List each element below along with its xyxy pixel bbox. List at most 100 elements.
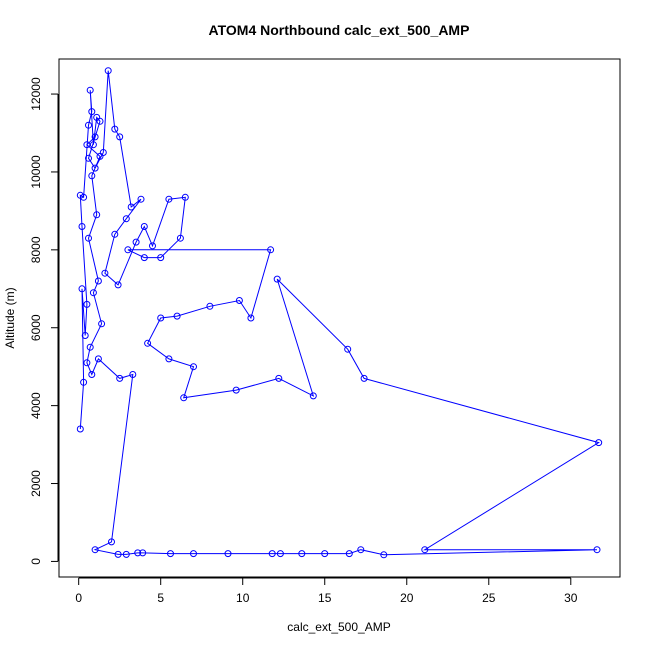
data-point	[139, 549, 147, 557]
data-point	[111, 125, 119, 133]
y-tick-label: 10000	[29, 155, 43, 189]
data-point	[206, 302, 214, 310]
data-point	[345, 550, 353, 558]
data-point	[144, 339, 152, 347]
data-point	[190, 363, 197, 371]
y-tick-label: 12000	[29, 77, 43, 111]
data-point	[134, 549, 142, 557]
data-point	[224, 550, 232, 558]
data-point	[76, 425, 84, 433]
data-point	[275, 374, 283, 382]
data-point	[104, 67, 112, 75]
data-point	[122, 550, 130, 558]
data-point	[137, 195, 145, 203]
x-tick-label: 10	[236, 591, 250, 605]
data-point	[190, 550, 197, 558]
data-point	[85, 234, 92, 242]
x-tick-label: 15	[318, 591, 332, 605]
x-tick-label: 25	[482, 591, 496, 605]
x-axis: 0 5 10 15 20 25 30	[75, 577, 578, 605]
data-point	[165, 195, 173, 203]
data-point	[86, 86, 94, 94]
x-tick-label: 5	[157, 591, 164, 605]
data-point	[101, 269, 109, 277]
data-point	[78, 285, 86, 293]
data-point	[344, 345, 352, 353]
data-point	[140, 254, 148, 262]
data-point	[127, 203, 135, 211]
data-point	[593, 546, 601, 554]
data-point	[116, 374, 124, 382]
data-point	[149, 242, 156, 250]
data-point	[78, 223, 86, 230]
data-point	[232, 386, 240, 394]
data-point	[81, 332, 89, 339]
data-point	[108, 538, 115, 546]
data-point	[124, 246, 132, 254]
plot-frame	[58, 58, 621, 578]
data-point	[83, 141, 91, 149]
y-tick-label: 4000	[29, 392, 43, 419]
series-line	[79, 70, 600, 556]
x-axis-label: calc_ext_500_AMP	[287, 620, 390, 634]
data-point	[122, 215, 130, 223]
data-point	[111, 230, 119, 238]
y-axis: 0 2000 4000 6000 8000 10000 12000	[29, 77, 59, 565]
y-tick-label: 0	[29, 558, 43, 565]
data-point	[96, 117, 104, 125]
data-point	[180, 394, 188, 402]
x-tick-label: 20	[400, 591, 414, 605]
data-point	[235, 297, 243, 304]
data-point	[360, 374, 368, 382]
y-tick-label: 6000	[29, 314, 43, 341]
data-point	[86, 343, 94, 351]
data-point	[173, 312, 181, 320]
data-point	[140, 223, 148, 230]
y-tick-label: 8000	[29, 236, 43, 263]
data-point	[157, 314, 165, 322]
data-point	[91, 546, 99, 554]
data-point	[96, 152, 104, 160]
y-tick-label: 2000	[29, 470, 43, 497]
data-point	[129, 371, 137, 378]
data-point	[181, 193, 189, 201]
data-point	[91, 164, 99, 172]
data-point	[98, 320, 106, 328]
data-point	[83, 300, 91, 308]
data-point	[421, 546, 429, 554]
data-point	[116, 133, 124, 141]
data-point	[91, 133, 99, 141]
data-point	[88, 172, 96, 180]
data-point	[247, 314, 255, 322]
data-point	[268, 550, 276, 558]
data-point	[321, 550, 329, 558]
x-tick-label: 30	[564, 591, 578, 605]
data-point	[85, 154, 92, 162]
data-point	[167, 550, 174, 558]
data-point	[165, 355, 173, 363]
data-point	[267, 246, 275, 254]
data-point	[94, 277, 102, 285]
data-point	[273, 275, 281, 283]
data-point	[93, 211, 101, 219]
data-point	[309, 392, 317, 400]
data-point	[132, 238, 140, 246]
data-series	[76, 67, 603, 559]
data-point	[88, 108, 96, 116]
chart-title: ATOM4 Northbound calc_ext_500_AMP	[209, 22, 470, 38]
data-point	[380, 551, 388, 559]
data-point	[94, 355, 102, 363]
data-point	[88, 371, 96, 378]
data-point	[176, 234, 184, 242]
data-point	[85, 121, 92, 129]
data-point	[595, 439, 603, 447]
data-point	[276, 550, 284, 558]
data-point	[114, 281, 122, 289]
y-axis-label: Altitude (m)	[3, 287, 17, 348]
data-point	[157, 254, 165, 262]
data-point	[357, 546, 365, 554]
data-point	[298, 550, 306, 558]
data-point	[114, 550, 122, 558]
data-point	[80, 193, 88, 201]
